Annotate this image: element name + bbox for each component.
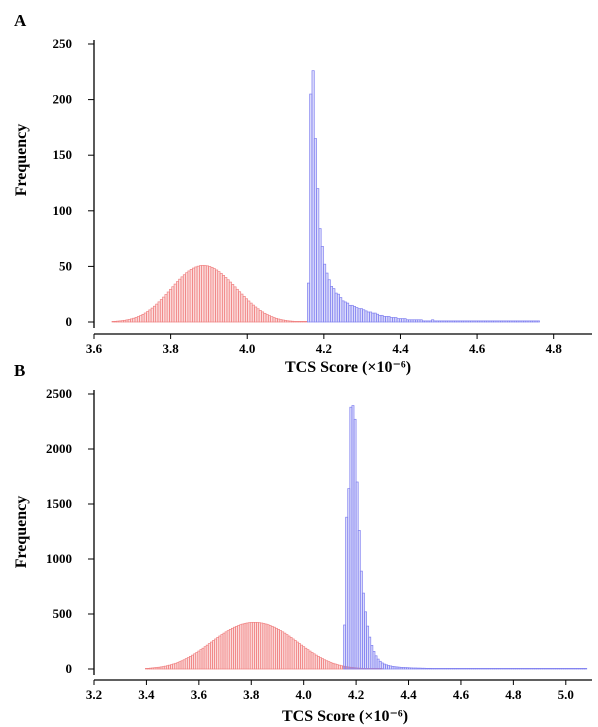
y-tick-label: 500 [53,606,73,621]
histogram-bar [536,320,540,323]
panel-a-label: A [14,11,27,30]
x-tick-label: 4.8 [546,341,563,356]
x-tick-label: 5.0 [558,687,574,702]
x-tick-label: 4.6 [453,687,470,702]
panel-b-bars [145,405,588,670]
x-tick-label: 4.4 [400,687,417,702]
panel-b-chart: B Frequency TCS Score (×10⁻⁶) 0 500 1000 15… [13,361,592,725]
y-tick-label: 1000 [46,551,72,566]
x-tick-label: 4.0 [239,341,255,356]
panel-b-x-axis-title: TCS Score (×10⁻⁶) [282,708,408,725]
y-tick-label: 0 [66,661,73,676]
x-tick-label: 3.6 [86,341,103,356]
panel-a-axes: 0 50 100 150 200 250 3.6 3.8 4.0 4.2 4.4 4.6 4.8 [53,36,592,356]
x-tick-label: 4.0 [296,687,312,702]
panel-b-label: B [14,361,25,380]
x-tick-label: 3.2 [86,687,102,702]
y-tick-label: 2500 [46,386,72,401]
panel-a-bars [111,70,540,323]
x-tick-label: 4.6 [469,341,486,356]
panel-a-x-axis-title: TCS Score (×10⁻⁶) [285,359,411,376]
x-tick-label: 3.6 [191,687,208,702]
y-tick-label: 100 [53,203,73,218]
y-tick-label: 200 [53,92,73,107]
x-tick-label: 4.8 [505,687,522,702]
panel-b-axes: 0 500 1000 1500 2000 2500 3.2 3.4 3.6 3.8 4.0 4.2 4.… [46,386,592,702]
x-tick-label: 4.2 [316,341,332,356]
y-tick-label: 150 [53,147,73,162]
y-tick-label: 0 [66,314,73,329]
histogram-bar [584,668,588,670]
x-tick-label: 4.4 [392,341,409,356]
panel-a-chart: A Frequency TCS Score (×10⁻⁶) 0 50 100 150 2… [13,11,592,376]
panel-a-y-axis-title: Frequency [13,124,30,197]
y-tick-label: 1500 [46,496,72,511]
x-tick-label: 3.8 [243,687,260,702]
x-tick-label: 3.8 [162,341,179,356]
y-tick-label: 250 [53,36,73,51]
x-tick-label: 4.2 [348,687,364,702]
y-tick-label: 2000 [46,441,72,456]
panel-b-y-axis-title: Frequency [13,496,30,569]
x-tick-label: 3.4 [138,687,155,702]
y-tick-label: 50 [59,258,72,273]
